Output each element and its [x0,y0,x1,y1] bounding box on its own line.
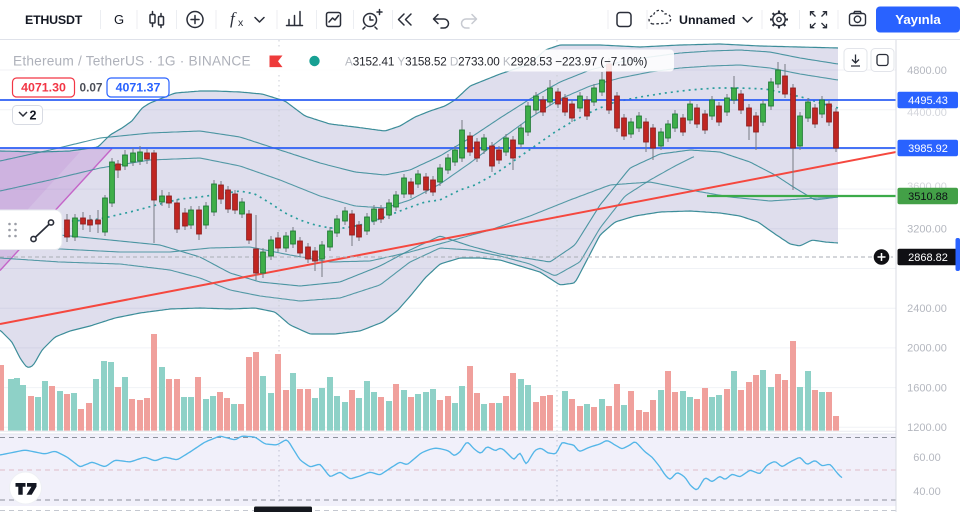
svg-text:4400.00: 4400.00 [907,107,947,119]
svg-text:4071.30: 4071.30 [21,81,66,95]
svg-text:A3152.41 Y3158.52 D2733.00 K29: A3152.41 Y3158.52 D2733.00 K2928.53 −223… [345,56,647,69]
svg-text:Unnamed: Unnamed [679,13,735,27]
svg-text:3510.88: 3510.88 [908,191,948,203]
svg-text:3200.00: 3200.00 [907,224,947,236]
svg-text:40.00: 40.00 [913,486,941,498]
svg-text:G: G [114,12,124,27]
svg-text:2: 2 [30,109,37,123]
svg-text:x: x [238,17,244,29]
svg-text:4800.00: 4800.00 [907,65,947,77]
svg-text:60.00: 60.00 [913,452,941,464]
svg-text:1200.00: 1200.00 [907,422,947,434]
svg-text:Yayınla: Yayınla [895,12,941,27]
svg-text:Ethereum / TetherUS · 1G · BIN: Ethereum / TetherUS · 1G · BINANCE [13,54,251,69]
svg-text:2868.82: 2868.82 [908,252,948,264]
svg-text:1600.00: 1600.00 [907,382,947,394]
svg-text:0.07: 0.07 [80,81,103,95]
svg-text:f: f [230,9,237,28]
svg-text:3985.92: 3985.92 [908,143,948,155]
svg-text:2000.00: 2000.00 [907,343,947,355]
svg-text:ETHUSDT: ETHUSDT [25,13,83,27]
svg-text:4071.37: 4071.37 [116,81,161,95]
svg-text:4495.43: 4495.43 [908,95,948,107]
svg-text:2400.00: 2400.00 [907,303,947,315]
